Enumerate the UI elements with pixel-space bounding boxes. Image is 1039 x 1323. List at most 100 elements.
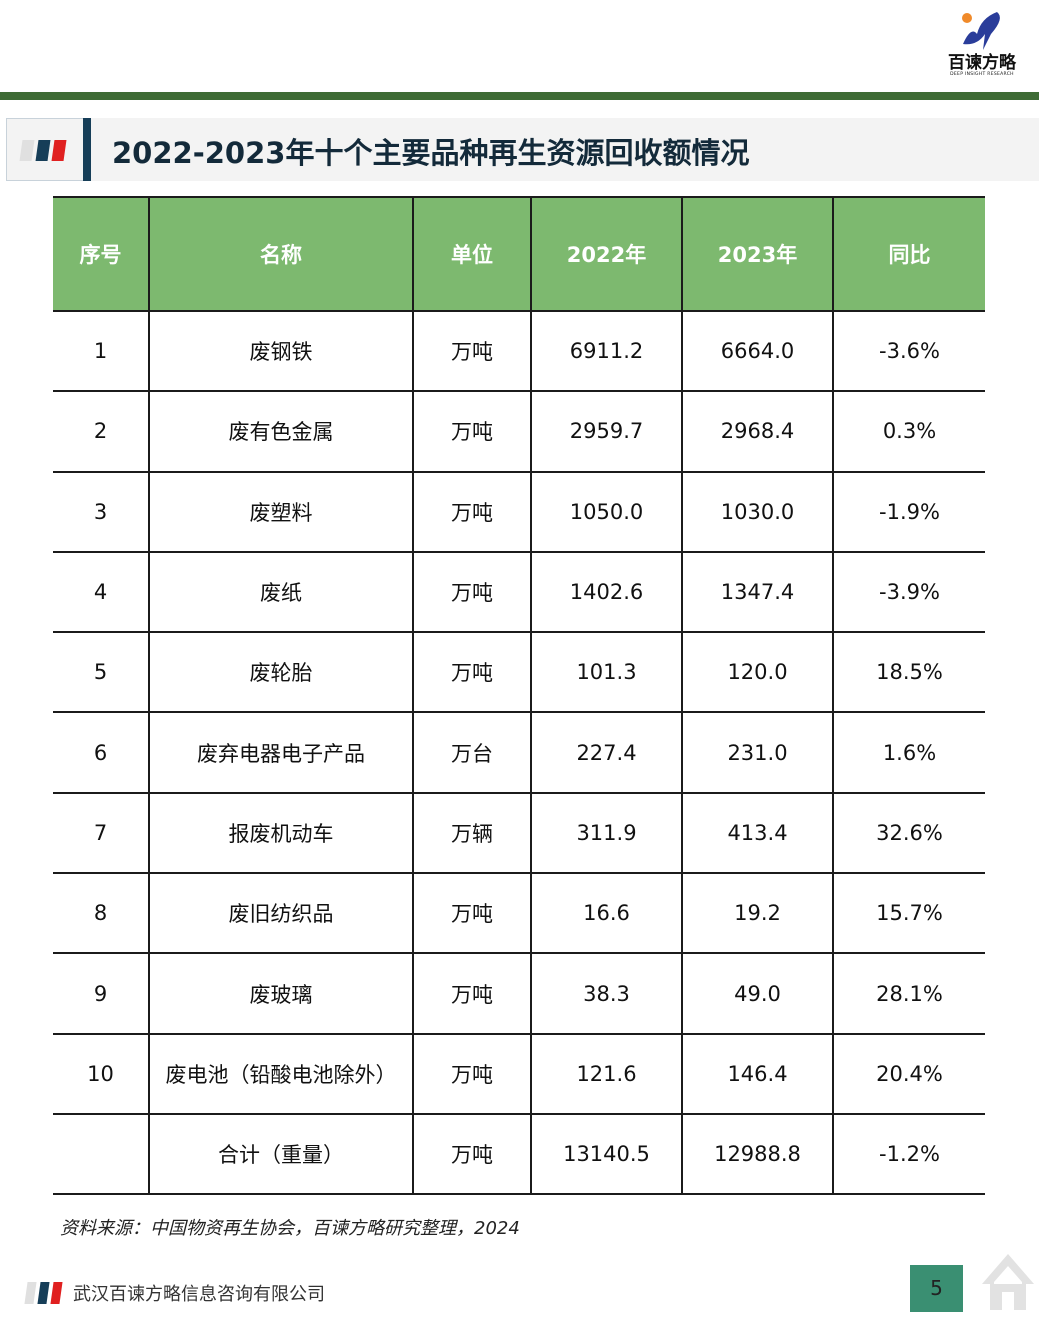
title-accent-bar [83, 118, 91, 181]
row-2023: 19.2 [681, 873, 833, 955]
table-row: 1 废钢铁 万吨 6911.2 6664.0 -3.6% [53, 311, 985, 393]
row-unit: 万吨 [412, 391, 531, 473]
row-2022: 101.3 [530, 632, 682, 714]
stripes-icon [19, 140, 67, 161]
row-yoy: -1.2% [832, 1113, 985, 1196]
row-unit: 万吨 [412, 1113, 531, 1196]
row-2022: 1050.0 [530, 471, 682, 553]
header-yoy: 同比 [832, 196, 985, 312]
row-2022: 227.4 [530, 712, 682, 794]
row-2023: 146.4 [681, 1033, 833, 1115]
row-name: 废纸 [148, 551, 413, 634]
row-2022: 1402.6 [530, 551, 682, 634]
row-index: 2 [53, 391, 149, 473]
row-name: 废旧纺织品 [148, 873, 413, 955]
top-divider-bar [0, 92, 1039, 100]
row-yoy: 15.7% [832, 873, 985, 955]
row-2022: 6911.2 [530, 311, 682, 393]
company-logo: 百谏方略 DEEP INSIGHT RESEARCH [940, 4, 1024, 84]
header-index: 序号 [53, 196, 149, 312]
row-yoy: -1.9% [832, 471, 985, 553]
row-yoy: 18.5% [832, 632, 985, 714]
table-row: 3 废塑料 万吨 1050.0 1030.0 -1.9% [53, 471, 985, 553]
table-row: 10 废电池（铅酸电池除外） 万吨 121.6 146.4 20.4% [53, 1033, 985, 1115]
table-row: 合计（重量） 万吨 13140.5 12988.8 -1.2% [53, 1113, 985, 1196]
row-unit: 万吨 [412, 632, 531, 714]
row-2022: 2959.7 [530, 391, 682, 473]
row-unit: 万台 [412, 712, 531, 794]
row-index: 4 [53, 551, 149, 634]
row-index: 10 [53, 1033, 149, 1115]
row-unit: 万吨 [412, 471, 531, 553]
row-2023: 6664.0 [681, 311, 833, 393]
row-index: 5 [53, 632, 149, 714]
row-unit: 万吨 [412, 551, 531, 634]
row-yoy: 28.1% [832, 953, 985, 1035]
row-index: 3 [53, 471, 149, 553]
row-unit: 万吨 [412, 311, 531, 393]
row-name: 报废机动车 [148, 792, 413, 875]
row-unit: 万吨 [412, 873, 531, 955]
row-name: 废轮胎 [148, 632, 413, 714]
row-unit: 万辆 [412, 792, 531, 875]
source-note: 资料来源：中国物资再生协会，百谏方略研究整理，2024 [60, 1218, 520, 1239]
row-2022: 38.3 [530, 953, 682, 1035]
row-2023: 2968.4 [681, 391, 833, 473]
row-2023: 1347.4 [681, 551, 833, 634]
row-index: 7 [53, 792, 149, 875]
table-row: 8 废旧纺织品 万吨 16.6 19.2 15.7% [53, 873, 985, 955]
recycling-table: 序号 名称 单位 2022年 2023年 同比 1 废钢铁 万吨 6911.2 6664… [53, 196, 985, 1196]
logo-name: 百谏方略 [948, 53, 1016, 73]
header-name: 名称 [148, 196, 413, 312]
row-index: 1 [53, 311, 149, 393]
row-yoy: -3.6% [832, 311, 985, 393]
table-row: 6 废弃电器电子产品 万台 227.4 231.0 1.6% [53, 712, 985, 794]
row-2023: 120.0 [681, 632, 833, 714]
table-row: 2 废有色金属 万吨 2959.7 2968.4 0.3% [53, 391, 985, 473]
row-name: 废塑料 [148, 471, 413, 553]
table-row: 4 废纸 万吨 1402.6 1347.4 -3.9% [53, 551, 985, 634]
row-2022: 121.6 [530, 1033, 682, 1115]
page-title: 2022-2023年十个主要品种再生资源回收额情况 [112, 136, 750, 170]
logo-tagline: DEEP INSIGHT RESEARCH [950, 72, 1014, 77]
row-2022: 16.6 [530, 873, 682, 955]
title-icon-box [6, 118, 83, 181]
row-index [53, 1113, 149, 1196]
row-name: 废电池（铅酸电池除外） [148, 1033, 413, 1115]
header-unit: 单位 [412, 196, 531, 312]
row-name: 废弃电器电子产品 [148, 712, 413, 794]
table-row: 5 废轮胎 万吨 101.3 120.0 18.5% [53, 632, 985, 714]
footer: 武汉百谏方略信息咨询有限公司 [24, 1280, 325, 1306]
row-2022: 311.9 [530, 792, 682, 875]
row-2023: 49.0 [681, 953, 833, 1035]
row-yoy: 32.6% [832, 792, 985, 875]
title-bar: 2022-2023年十个主要品种再生资源回收额情况 [6, 118, 1039, 181]
table-row: 9 废玻璃 万吨 38.3 49.0 28.1% [53, 953, 985, 1035]
table-row: 7 报废机动车 万辆 311.9 413.4 32.6% [53, 792, 985, 875]
row-yoy: 1.6% [832, 712, 985, 794]
company-name: 武汉百谏方略信息咨询有限公司 [73, 1284, 325, 1305]
row-name: 废有色金属 [148, 391, 413, 473]
row-unit: 万吨 [412, 953, 531, 1035]
page-number: 5 [910, 1265, 963, 1312]
table-header-row: 序号 名称 单位 2022年 2023年 同比 [53, 196, 985, 312]
row-index: 6 [53, 712, 149, 794]
row-2023: 231.0 [681, 712, 833, 794]
row-name: 废钢铁 [148, 311, 413, 393]
footer-stripes-icon [24, 1282, 63, 1304]
row-2023: 413.4 [681, 792, 833, 875]
row-name: 合计（重量） [148, 1113, 413, 1196]
row-unit: 万吨 [412, 1033, 531, 1115]
logo-mark-icon [962, 12, 1000, 50]
home-icon[interactable] [980, 1252, 1036, 1316]
row-index: 8 [53, 873, 149, 955]
row-yoy: 0.3% [832, 391, 985, 473]
row-index: 9 [53, 953, 149, 1035]
header-2023: 2023年 [681, 196, 833, 312]
row-2023: 12988.8 [681, 1113, 833, 1196]
row-2022: 13140.5 [530, 1113, 682, 1196]
row-yoy: 20.4% [832, 1033, 985, 1115]
row-2023: 1030.0 [681, 471, 833, 553]
header-2022: 2022年 [530, 196, 682, 312]
row-yoy: -3.9% [832, 551, 985, 634]
